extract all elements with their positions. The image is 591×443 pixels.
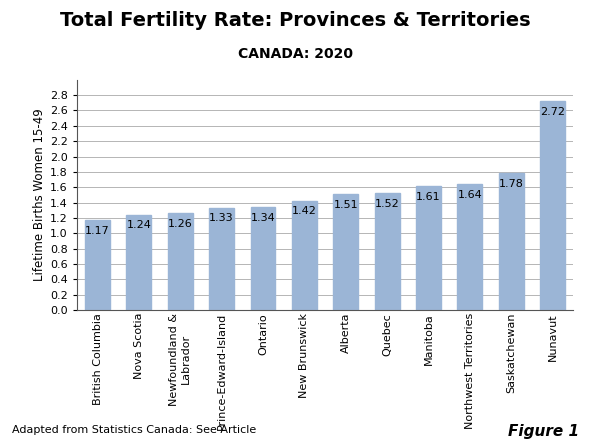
Text: 1.24: 1.24 <box>126 220 151 230</box>
Text: Adapted from Statistics Canada: See Article: Adapted from Statistics Canada: See Arti… <box>12 425 256 435</box>
Bar <box>168 214 193 310</box>
Bar <box>251 207 275 310</box>
Text: 1.51: 1.51 <box>333 199 358 210</box>
Y-axis label: Lifetime Births Women 15-49: Lifetime Births Women 15-49 <box>33 109 46 281</box>
Text: 2.72: 2.72 <box>540 107 565 117</box>
Text: 1.34: 1.34 <box>251 213 275 222</box>
Bar <box>457 184 482 310</box>
Bar <box>292 201 317 310</box>
Text: Total Fertility Rate: Provinces & Territories: Total Fertility Rate: Provinces & Territ… <box>60 11 531 30</box>
Bar <box>416 187 441 310</box>
Text: 1.64: 1.64 <box>457 190 482 199</box>
Bar <box>333 194 358 310</box>
Text: CANADA: 2020: CANADA: 2020 <box>238 47 353 61</box>
Bar <box>126 215 151 310</box>
Text: Figure 1: Figure 1 <box>508 424 579 439</box>
Text: 1.78: 1.78 <box>499 179 524 189</box>
Text: 1.61: 1.61 <box>416 192 441 202</box>
Text: 1.42: 1.42 <box>292 206 317 217</box>
Text: 1.17: 1.17 <box>85 225 110 236</box>
Text: 1.33: 1.33 <box>209 214 234 223</box>
Bar <box>209 208 234 310</box>
Text: 1.52: 1.52 <box>375 199 400 209</box>
Text: 1.26: 1.26 <box>168 219 193 229</box>
Bar <box>375 194 400 310</box>
Bar <box>540 101 565 310</box>
Bar <box>85 220 110 310</box>
Bar <box>499 173 524 310</box>
